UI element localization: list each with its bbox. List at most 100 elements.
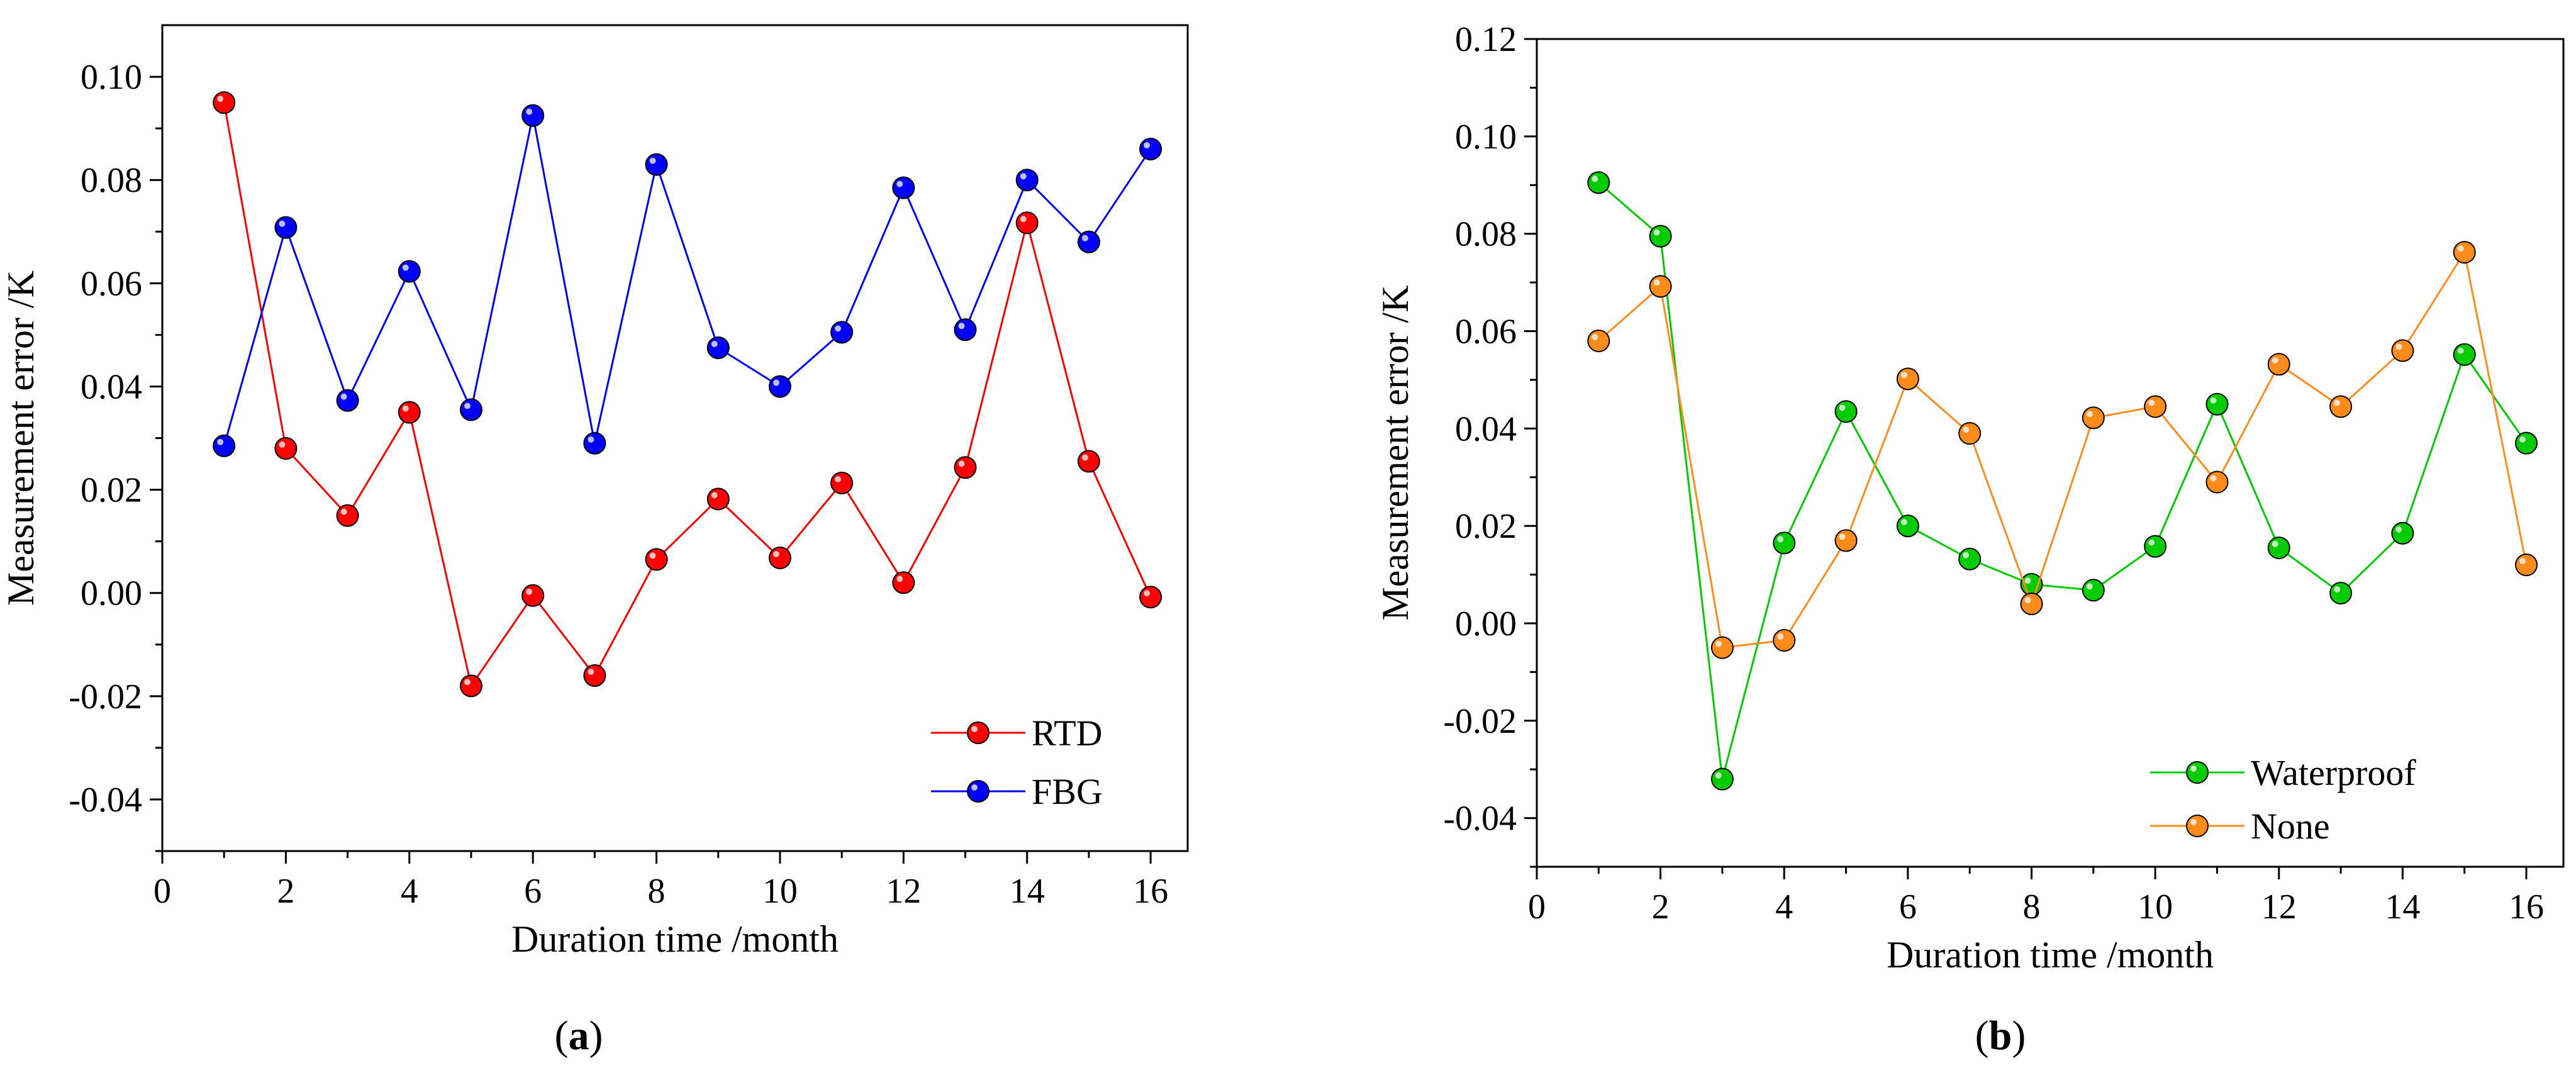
data-point <box>583 664 606 687</box>
data-point-highlight <box>2457 245 2464 252</box>
data-point-highlight <box>2148 399 2155 406</box>
data-point-highlight <box>2210 397 2217 404</box>
y-tick-label: -0.02 <box>1443 702 1517 741</box>
y-tick-label: 0.00 <box>1455 604 1517 643</box>
legend-marker-highlight <box>2190 819 2197 825</box>
legend-label: Waterproof <box>2251 752 2416 793</box>
data-point-highlight <box>2024 577 2031 584</box>
x-tick-label: 4 <box>1775 888 1793 927</box>
x-tick-label: 14 <box>2385 888 2420 927</box>
data-point <box>1587 329 1610 352</box>
data-point <box>2391 521 2414 545</box>
y-tick-label: 0.12 <box>1455 20 1517 59</box>
data-point <box>2515 431 2538 455</box>
data-point <box>706 487 730 511</box>
chart-b: 0 2 4 6 8 10 12 14 16 -0.04 -0.02 0.00 0.02 0.04 0.06 0… <box>1374 20 2565 1059</box>
data-point <box>1958 547 1982 571</box>
data-point <box>398 401 421 424</box>
x-axis-label: Duration time /month <box>1887 934 2214 976</box>
data-point-highlight <box>526 108 533 115</box>
data-point-highlight <box>588 668 594 675</box>
data-point <box>2082 579 2105 602</box>
data-point <box>1015 211 1039 235</box>
data-point <box>2515 554 2538 577</box>
data-point-highlight <box>2272 357 2278 364</box>
data-point-highlight <box>217 96 224 103</box>
data-point <box>2082 406 2105 430</box>
data-point-highlight <box>402 264 409 271</box>
data-point-highlight <box>1963 426 1970 433</box>
data-point <box>336 389 359 412</box>
data-point-highlight <box>1081 454 1088 461</box>
y-axis-label: Measurement error /K <box>1374 285 1416 620</box>
y-tick-label: 0.04 <box>1455 409 1517 448</box>
x-tick-label: 6 <box>1899 888 1917 927</box>
data-point <box>1077 450 1100 473</box>
data-point-highlight <box>1144 142 1151 148</box>
data-point-highlight <box>1715 772 1722 779</box>
data-point-highlight <box>2519 558 2526 565</box>
y-tick-label: -0.04 <box>1443 799 1517 838</box>
x-tick-label: 2 <box>1652 888 1670 927</box>
x-tick-label: 12 <box>2261 888 2297 927</box>
data-point <box>1649 225 1672 248</box>
data-point <box>2453 241 2476 264</box>
legend-label: None <box>2251 806 2330 847</box>
x-tick-label: 6 <box>524 872 542 911</box>
legend-label: RTD <box>1032 713 1103 754</box>
data-point <box>1649 275 1672 298</box>
data-point-highlight <box>1839 404 1846 411</box>
legend-label: FBG <box>1032 771 1103 812</box>
data-point-highlight <box>896 181 903 187</box>
data-point-highlight <box>1715 640 1722 647</box>
series-fbg <box>213 104 1163 457</box>
legend-marker <box>2186 815 2209 837</box>
data-point-highlight <box>1900 519 1907 526</box>
data-point-highlight <box>2210 475 2217 482</box>
data-point <box>274 216 298 239</box>
series-line-rtd <box>223 102 1152 689</box>
data-point <box>1587 171 1610 194</box>
y-tick-label: 0.08 <box>81 161 142 200</box>
data-point-highlight <box>649 552 656 559</box>
series-line-waterproof <box>1598 182 2528 780</box>
data-point <box>1834 400 1858 423</box>
data-point-highlight <box>2395 343 2402 350</box>
legend-marker <box>2186 761 2209 784</box>
data-point <box>1958 422 1982 445</box>
panel-label: (a) <box>555 1013 603 1059</box>
x-tick-label: 16 <box>1133 872 1168 911</box>
data-point-highlight <box>711 492 718 499</box>
data-point-highlight <box>340 393 347 400</box>
series-line-none <box>1598 250 2528 649</box>
x-tick-label: 2 <box>277 872 294 911</box>
data-point <box>213 91 236 114</box>
y-tick-label: 0.10 <box>81 58 142 97</box>
data-point-highlight <box>1777 536 1784 543</box>
series-line-fbg <box>223 115 1152 447</box>
legend-marker-highlight <box>971 784 978 791</box>
data-point <box>274 437 298 460</box>
y-tick-label: 0.06 <box>1455 312 1517 351</box>
data-point-highlight <box>526 588 533 595</box>
data-point <box>459 398 482 421</box>
data-point <box>521 584 545 607</box>
data-point <box>398 260 421 283</box>
legend-entry-none: None <box>2150 806 2330 847</box>
data-point-highlight <box>2395 526 2402 533</box>
data-point-highlight <box>2334 399 2341 406</box>
x-tick-label: 0 <box>1528 888 1546 927</box>
x-tick-label: 4 <box>401 872 418 911</box>
series-none <box>1587 241 2538 659</box>
data-point <box>1139 137 1163 160</box>
x-tick-label: 12 <box>886 872 921 911</box>
data-point <box>336 504 359 527</box>
data-point-highlight <box>2148 539 2155 546</box>
data-point <box>830 471 854 494</box>
data-point-highlight <box>1144 590 1151 597</box>
legend-marker <box>967 780 990 803</box>
data-point-highlight <box>772 379 779 386</box>
data-point <box>2144 535 2167 558</box>
x-tick-label: 14 <box>1010 872 1045 911</box>
data-point <box>2205 470 2229 494</box>
